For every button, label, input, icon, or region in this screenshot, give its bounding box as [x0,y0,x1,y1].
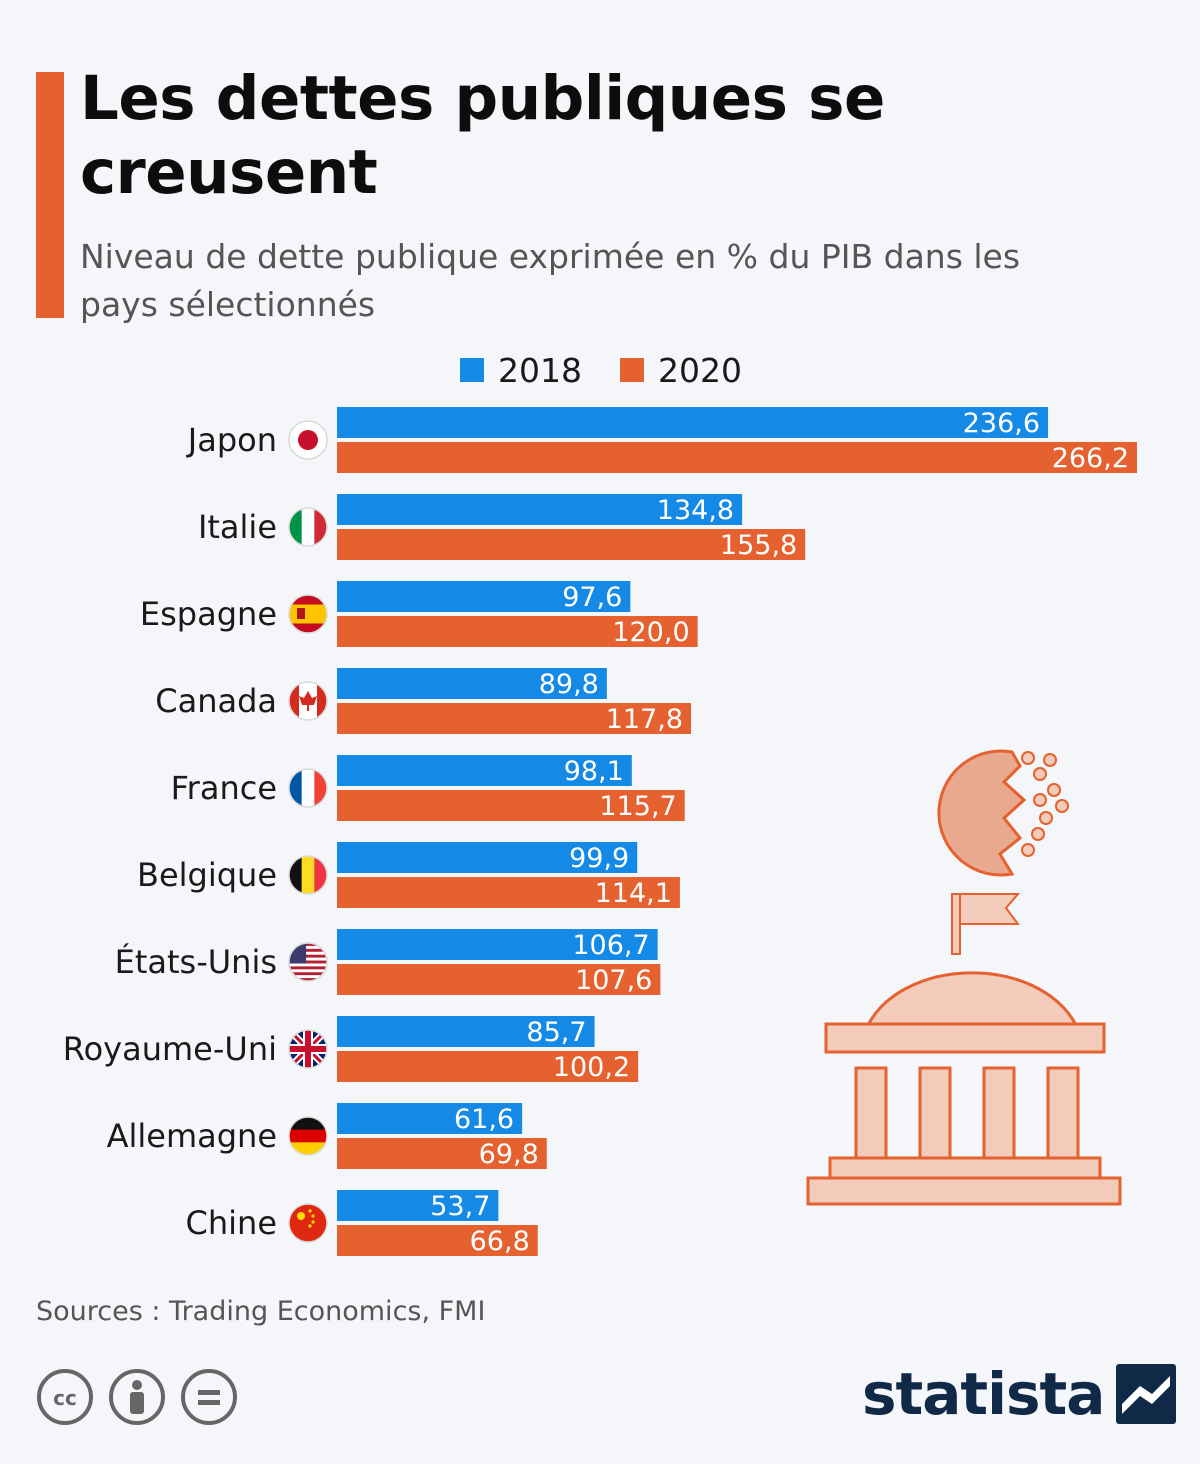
data-label-2020: 120,0 [612,617,689,648]
legend-swatch-2018 [460,358,484,382]
legend: 2018 2020 [460,350,780,390]
legend-swatch-2020 [619,358,644,382]
bar-row: Allemagne 61,6 69,8 [107,1103,547,1170]
belgium-flag-icon [288,855,328,895]
data-label-2018: 53,7 [430,1191,490,1222]
chart-subtitle: Niveau de dette publique exprimée en % d… [80,237,1021,324]
data-label-2020: 117,8 [606,704,683,735]
bar-row: États-Unis 106,7 107,6 [115,929,661,996]
data-label-2018: 89,8 [539,669,599,700]
france-flag-icon [288,768,328,808]
bar-2018 [337,494,743,525]
data-label-2018: 97,6 [562,582,622,613]
bar-2020 [337,529,806,560]
category-label: États-Unis [115,943,277,981]
bar-row: France 98,1 115,7 [171,755,685,822]
data-label-2020: 115,7 [599,791,676,822]
category-label: Japon [186,421,277,459]
cc-icon[interactable]: cc [36,1368,94,1426]
sources-note: Sources : Trading Economics, FMI [36,1296,486,1327]
bar-2018 [337,668,607,699]
data-label-2018: 61,6 [454,1104,514,1135]
data-label-2018: 134,8 [657,495,734,526]
data-label-2018: 106,7 [572,930,649,961]
category-label: Espagne [140,595,277,633]
title-accent-bar [36,72,64,318]
data-label-2018: 236,6 [963,408,1040,439]
data-label-2018: 85,7 [526,1017,586,1048]
category-label: Chine [186,1204,277,1242]
uk-flag-icon [288,1029,328,1069]
bar-2020 [337,1051,639,1082]
category-label: Allemagne [107,1117,277,1155]
data-label-2020: 69,8 [479,1139,539,1170]
brand-name: statista [862,1360,1105,1428]
bar-2020 [337,790,685,821]
data-label-2020: 107,6 [575,965,652,996]
attribution-icon[interactable] [108,1368,166,1426]
legend-item-2020: 2020 [619,350,742,390]
chart-title: Les dettes publiques se creusent [80,63,885,208]
data-label-2020: 114,1 [595,878,672,909]
bar-row: Italie 134,8 155,8 [198,494,806,561]
bar-row: Royaume-Uni 85,7 100,2 [63,1016,639,1083]
category-label: Royaume-Uni [63,1030,277,1068]
bar-2020 [337,1138,547,1169]
no-derivatives-icon[interactable] [180,1368,238,1426]
china-flag-icon [288,1203,328,1243]
germany-flag-icon [288,1116,328,1156]
data-label-2018: 99,9 [569,843,629,874]
data-label-2020: 66,8 [470,1226,530,1257]
data-label-2020: 100,2 [553,1052,630,1083]
statista-logo-icon [1116,1364,1177,1424]
category-label: France [171,769,277,807]
bar-2018 [337,1016,595,1047]
bar-2018 [337,1190,499,1221]
legend-label-2020: 2020 [657,350,742,390]
legend-item-2018: 2018 [460,351,582,390]
data-label-2020: 155,8 [720,530,797,561]
usa-flag-icon [288,942,328,982]
bar-2020 [337,616,698,647]
bar-2018 [337,842,638,873]
license-icons: cc [36,1368,252,1426]
bar-2018 [337,929,658,960]
bar-2018 [337,581,631,612]
italy-flag-icon [288,507,328,547]
brand: statista [862,1360,1177,1428]
legend-label-2018: 2018 [498,350,582,390]
data-label-2018: 98,1 [564,756,624,787]
bar-2020 [337,877,680,908]
category-label: Canada [155,682,277,720]
bar-2020 [337,442,1137,473]
bar-2018 [337,1103,523,1134]
bar-row: Belgique 99,9 114,1 [137,842,680,909]
spain-flag-icon [288,594,328,634]
category-label: Italie [198,508,277,546]
canada-flag-icon [288,681,328,721]
bar-2018 [337,407,1049,438]
bar-2020 [337,1225,538,1256]
category-label: Belgique [137,856,277,894]
bar-row: Chine 53,7 66,8 [186,1190,538,1257]
data-label-2020: 266,2 [1052,443,1129,474]
bar-2020 [337,964,661,995]
government-debt-illustration-icon [806,749,1122,1206]
japan-flag-icon [288,420,328,460]
bar-row: Espagne 97,6 120,0 [140,581,698,648]
bar-row: Japon 236,6 266,2 [186,407,1137,474]
svg-text:cc: cc [53,1386,77,1410]
bar-2018 [337,755,632,786]
bar-2020 [337,703,692,734]
